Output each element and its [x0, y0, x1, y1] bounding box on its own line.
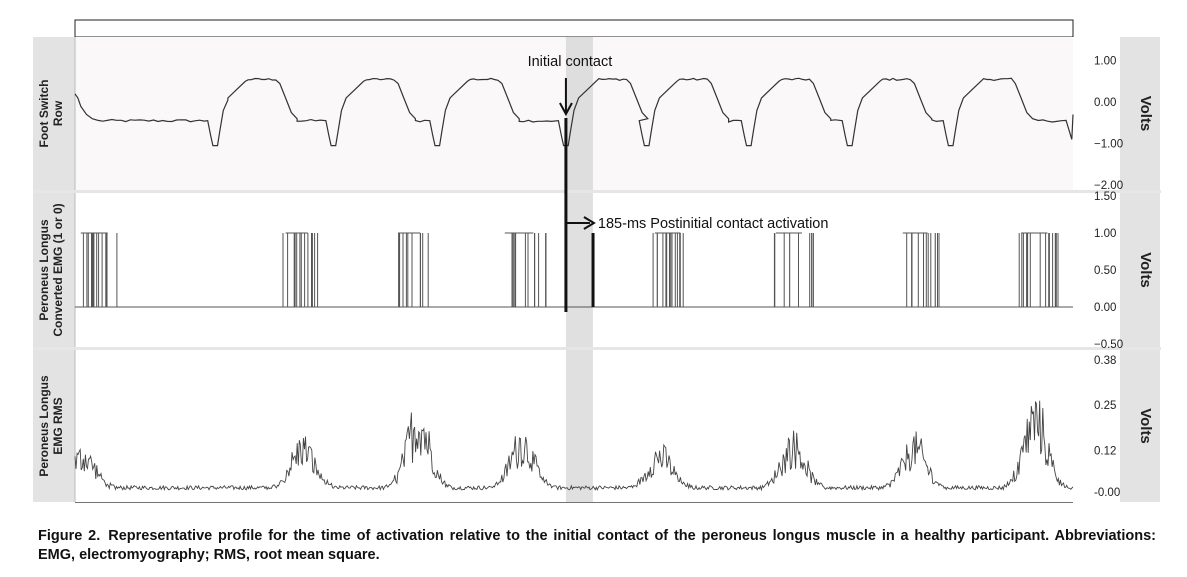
emg-figure: Foot Switch Row Volts 1.00 0.00 −1.00 −2.00 Pe…	[33, 19, 1161, 503]
top-strip	[74, 19, 1074, 38]
y-tick-label: -0.00	[1094, 487, 1120, 499]
initial-contact-arrowhead	[559, 102, 573, 117]
caption-text: Representative profile for the time of a…	[38, 528, 1156, 563]
y-tick-label: −0.50	[1094, 339, 1123, 351]
right-axis-label: Volts	[1137, 252, 1154, 288]
y-tick-label: 0.25	[1094, 400, 1116, 412]
panel-separator	[33, 347, 1161, 350]
y-axis-label: Row	[51, 100, 65, 126]
foot-switch-trace	[74, 77, 1074, 147]
y-tick-label: 0.00	[1094, 97, 1116, 109]
y-tick-label: −1.00	[1094, 139, 1123, 151]
caption-label: Figure 2.	[38, 528, 101, 544]
y-axis-label: EMG RMS	[51, 397, 65, 454]
converted-emg-panel: Peroneus Longus Converted EMG (1 or 0) Vol…	[33, 191, 1161, 351]
emg-rms-panel: Peroneus Longus EMG RMS Volts 0.38 0.25 0.12 -…	[33, 350, 1161, 502]
contact-band	[565, 37, 593, 190]
y-tick-label: 0.12	[1094, 445, 1116, 457]
right-label-band	[1120, 350, 1160, 502]
activation-label: 185-ms Postinitial contact activation	[598, 216, 829, 232]
annotation-layer: Initial contact 185-ms Postinitial contac…	[528, 54, 829, 312]
left-label-band	[33, 37, 75, 190]
emg-rms-trace	[74, 400, 1074, 492]
contact-band	[565, 193, 593, 347]
activation-arrowhead	[583, 216, 596, 230]
figure-caption: Figure 2. Representative profile for the …	[38, 527, 1156, 565]
y-tick-label: 1.00	[1094, 56, 1116, 68]
y-axis-label: Converted EMG (1 or 0)	[51, 203, 65, 336]
right-label-band	[1120, 37, 1160, 190]
y-axis-label: Peroneus Longus	[37, 375, 51, 477]
y-tick-label: 0.38	[1094, 355, 1116, 367]
y-tick-label: 0.50	[1094, 265, 1116, 277]
left-label-band	[33, 193, 75, 347]
initial-contact-label: Initial contact	[528, 54, 613, 70]
right-label-band	[1120, 193, 1160, 347]
y-tick-label: 1.00	[1094, 228, 1116, 240]
panel-separator	[33, 190, 1161, 193]
converted-emg-trace	[80, 232, 1059, 307]
y-tick-label: 0.00	[1094, 302, 1116, 314]
left-label-band	[33, 350, 75, 502]
contact-band	[565, 350, 593, 502]
y-axis-label: Peroneus Longus	[37, 219, 51, 321]
y-tick-label: 1.50	[1094, 191, 1116, 203]
right-axis-label: Volts	[1137, 408, 1154, 444]
y-tick-label: −2.00	[1094, 180, 1123, 192]
foot-switch-panel: Foot Switch Row Volts 1.00 0.00 −1.00 −2.00	[33, 37, 1161, 192]
right-axis-label: Volts	[1137, 96, 1154, 132]
y-axis-label: Foot Switch	[37, 80, 51, 148]
